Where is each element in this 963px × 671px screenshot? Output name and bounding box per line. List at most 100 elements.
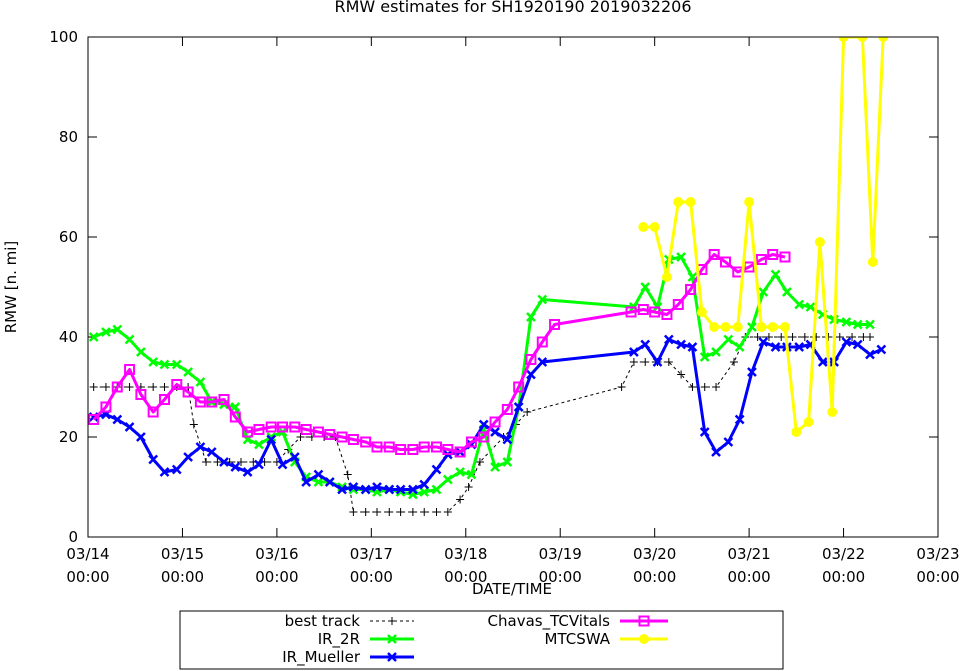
data-point — [852, 319, 863, 330]
data-point — [699, 352, 710, 362]
legend-entry: Chavas_TCVitals — [488, 612, 668, 631]
data-point — [442, 444, 454, 455]
data-point — [525, 354, 537, 365]
data-point — [101, 383, 110, 391]
plot-area — [88, 37, 889, 516]
data-point — [266, 434, 277, 445]
data-point — [277, 459, 288, 470]
y-axis-label: RMW [n. mi] — [2, 241, 20, 334]
data-point — [135, 389, 147, 400]
data-point — [407, 444, 419, 455]
x-tick-label-date: 03/14 — [66, 545, 109, 563]
data-point — [89, 383, 98, 391]
data-point — [490, 427, 500, 437]
data-point — [219, 457, 229, 467]
legend-label: MTCSWA — [545, 630, 611, 648]
data-point — [442, 474, 453, 485]
data-point — [672, 299, 684, 310]
data-point — [664, 358, 673, 366]
data-point — [384, 484, 395, 495]
data-point — [230, 462, 241, 472]
data-point — [408, 508, 417, 516]
data-point — [100, 401, 112, 413]
legend-entry: IR_2R — [318, 630, 414, 649]
data-point — [111, 381, 123, 393]
data-point — [431, 464, 442, 475]
data-point — [183, 367, 193, 377]
data-point — [753, 333, 762, 341]
x-tick-label-date: 03/23 — [916, 545, 959, 563]
data-point — [537, 357, 548, 367]
data-point — [640, 339, 651, 350]
data-point — [629, 347, 639, 357]
data-point — [758, 337, 769, 347]
series-line — [93, 338, 882, 491]
data-point — [301, 477, 312, 487]
data-point — [536, 336, 548, 348]
data-point — [526, 369, 536, 380]
data-point — [101, 327, 111, 337]
legend-marker — [387, 634, 397, 644]
data-point — [747, 367, 757, 377]
axis-ticks: 0 20 40 60 80 100 03/14 00:00 03/15 00:00 03/16 00:… — [49, 28, 959, 586]
data-point — [661, 309, 673, 320]
data-point — [149, 383, 158, 391]
legend-label: best track — [285, 612, 361, 630]
data-point — [159, 394, 170, 405]
x-tick-label-time: 00:00 — [444, 568, 487, 586]
data-point — [466, 469, 477, 480]
data-point — [641, 358, 650, 366]
data-point — [711, 347, 721, 357]
series-mtcswa — [638, 37, 889, 437]
data-point — [685, 197, 696, 207]
data-point — [432, 508, 441, 516]
x-tick-label-date: 03/20 — [633, 545, 676, 563]
data-point — [723, 334, 734, 345]
data-point — [677, 370, 686, 379]
data-point — [348, 482, 359, 492]
data-point — [652, 357, 663, 367]
data-point — [756, 322, 767, 332]
data-point — [637, 304, 649, 315]
data-point — [112, 324, 123, 335]
x-tick-label-date: 03/15 — [161, 545, 204, 563]
x-tick-label-date: 03/19 — [539, 545, 582, 563]
data-point — [125, 383, 134, 391]
data-point — [708, 249, 720, 260]
data-point — [549, 319, 561, 330]
legend-marker — [638, 615, 650, 627]
legend-entry: best track — [285, 612, 414, 630]
data-point — [266, 432, 277, 442]
x-tick-label-date: 03/18 — [444, 545, 487, 563]
y-tick-label: 40 — [59, 328, 78, 346]
series-best-track — [89, 333, 874, 516]
data-point — [312, 426, 324, 438]
data-point — [136, 347, 146, 357]
data-point — [296, 433, 305, 441]
data-point — [88, 414, 100, 425]
data-point — [730, 358, 738, 366]
data-point — [456, 495, 465, 504]
x-tick-label-date: 03/16 — [255, 545, 298, 563]
data-point — [336, 431, 348, 443]
y-tick-label: 0 — [68, 528, 78, 546]
data-point — [136, 432, 146, 442]
data-point — [206, 396, 218, 408]
data-point — [277, 421, 289, 433]
data-point — [676, 252, 686, 262]
data-point — [865, 319, 875, 330]
data-point — [373, 508, 381, 516]
data-point — [711, 447, 721, 457]
data-point — [732, 322, 743, 332]
data-point — [794, 342, 805, 352]
y-tick-label: 20 — [59, 428, 78, 446]
data-point — [194, 396, 206, 408]
data-point — [324, 429, 336, 440]
data-point — [709, 322, 720, 332]
data-point — [867, 257, 878, 267]
data-point — [171, 379, 183, 390]
data-point — [625, 306, 637, 318]
data-point — [475, 458, 484, 466]
data-point — [791, 427, 802, 437]
